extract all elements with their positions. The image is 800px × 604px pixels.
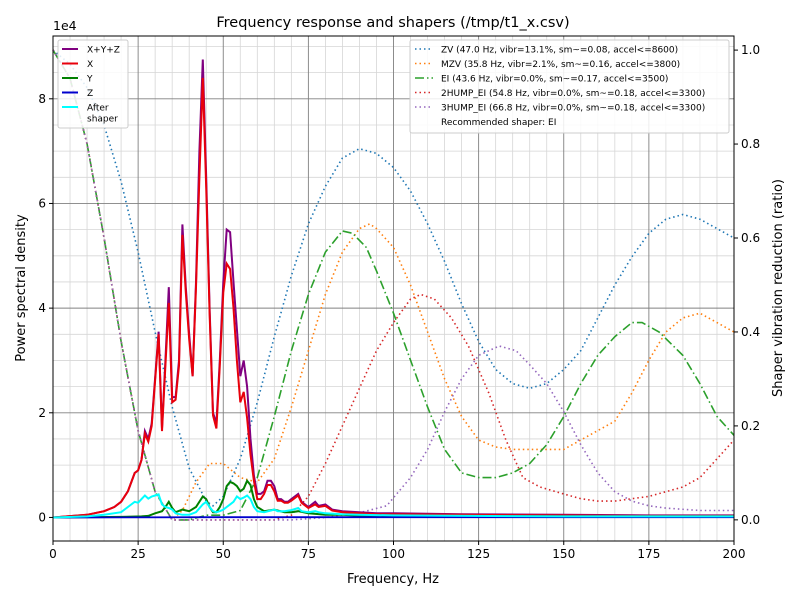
legend-label: Y	[86, 75, 93, 85]
x-axis-label: Frequency, Hz	[347, 572, 439, 587]
y-axis-label: Power spectral density	[14, 214, 29, 362]
y-tick-label: 6	[38, 196, 46, 210]
legend-label: Z	[87, 89, 93, 99]
y-tick-label: 8	[38, 92, 46, 106]
y-exponent-label: 1e4	[53, 18, 77, 33]
y-tick-label: 2	[38, 406, 46, 420]
x-tick-label: 100	[382, 547, 405, 561]
y-tick-label: 4	[38, 301, 46, 315]
legend-shapers: ZV (47.0 Hz, vibr=13.1%, sm~=0.08, accel…	[410, 40, 729, 133]
x-tick-label: 25	[130, 547, 145, 561]
y-tick-label: 0	[38, 510, 46, 524]
legend-label: 3HUMP_EI (66.8 Hz, vibr=0.0%, sm~=0.18, …	[441, 104, 705, 114]
y2-tick-label: 0.4	[741, 325, 760, 339]
y2-tick-label: 0.2	[741, 419, 760, 433]
chart-title: Frequency response and shapers (/tmp/t1_…	[216, 15, 569, 31]
x-tick-label: 75	[301, 547, 316, 561]
x-tick-label: 200	[723, 547, 746, 561]
legend-label: shaper	[87, 115, 118, 125]
legend-label: X+Y+Z	[87, 46, 120, 56]
legend-label: EI (43.6 Hz, vibr=0.0%, sm~=0.17, accel<…	[441, 75, 668, 85]
y2-tick-label: 1.0	[741, 43, 760, 57]
x-tick-label: 150	[552, 547, 575, 561]
x-tick-label: 125	[467, 547, 490, 561]
x-tick-label: 50	[216, 547, 231, 561]
x-tick-label: 175	[637, 547, 660, 561]
y2-tick-label: 0.0	[741, 513, 760, 527]
y2-tick-label: 0.8	[741, 137, 760, 151]
legend-label: 2HUMP_EI (54.8 Hz, vibr=0.0%, sm~=0.18, …	[441, 89, 705, 99]
y2-tick-label: 0.6	[741, 231, 760, 245]
legend-label: ZV (47.0 Hz, vibr=13.1%, sm~=0.08, accel…	[441, 46, 678, 56]
y2-axis-label: Shaper vibration reduction (ratio)	[771, 179, 786, 397]
recommended-shaper-label: Recommended shaper: EI	[441, 118, 556, 128]
legend-label: X	[87, 60, 93, 70]
legend-label: After	[87, 104, 109, 114]
legend-label: MZV (35.8 Hz, vibr=2.1%, sm~=0.16, accel…	[441, 60, 680, 70]
x-tick-label: 0	[49, 547, 57, 561]
